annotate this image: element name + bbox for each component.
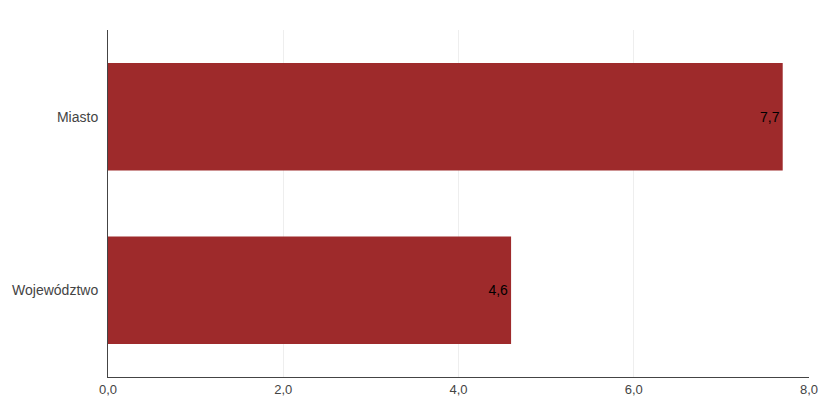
svg-text:0,0: 0,0: [99, 382, 117, 397]
svg-text:2,0: 2,0: [274, 382, 292, 397]
svg-text:Miasto: Miasto: [57, 109, 98, 125]
svg-text:Województwo: Województwo: [12, 282, 98, 298]
svg-text:8,0: 8,0: [800, 382, 818, 397]
svg-text:4,6: 4,6: [488, 282, 508, 298]
svg-text:6,0: 6,0: [625, 382, 643, 397]
svg-text:4,0: 4,0: [449, 382, 467, 397]
svg-text:7,7: 7,7: [760, 109, 780, 125]
